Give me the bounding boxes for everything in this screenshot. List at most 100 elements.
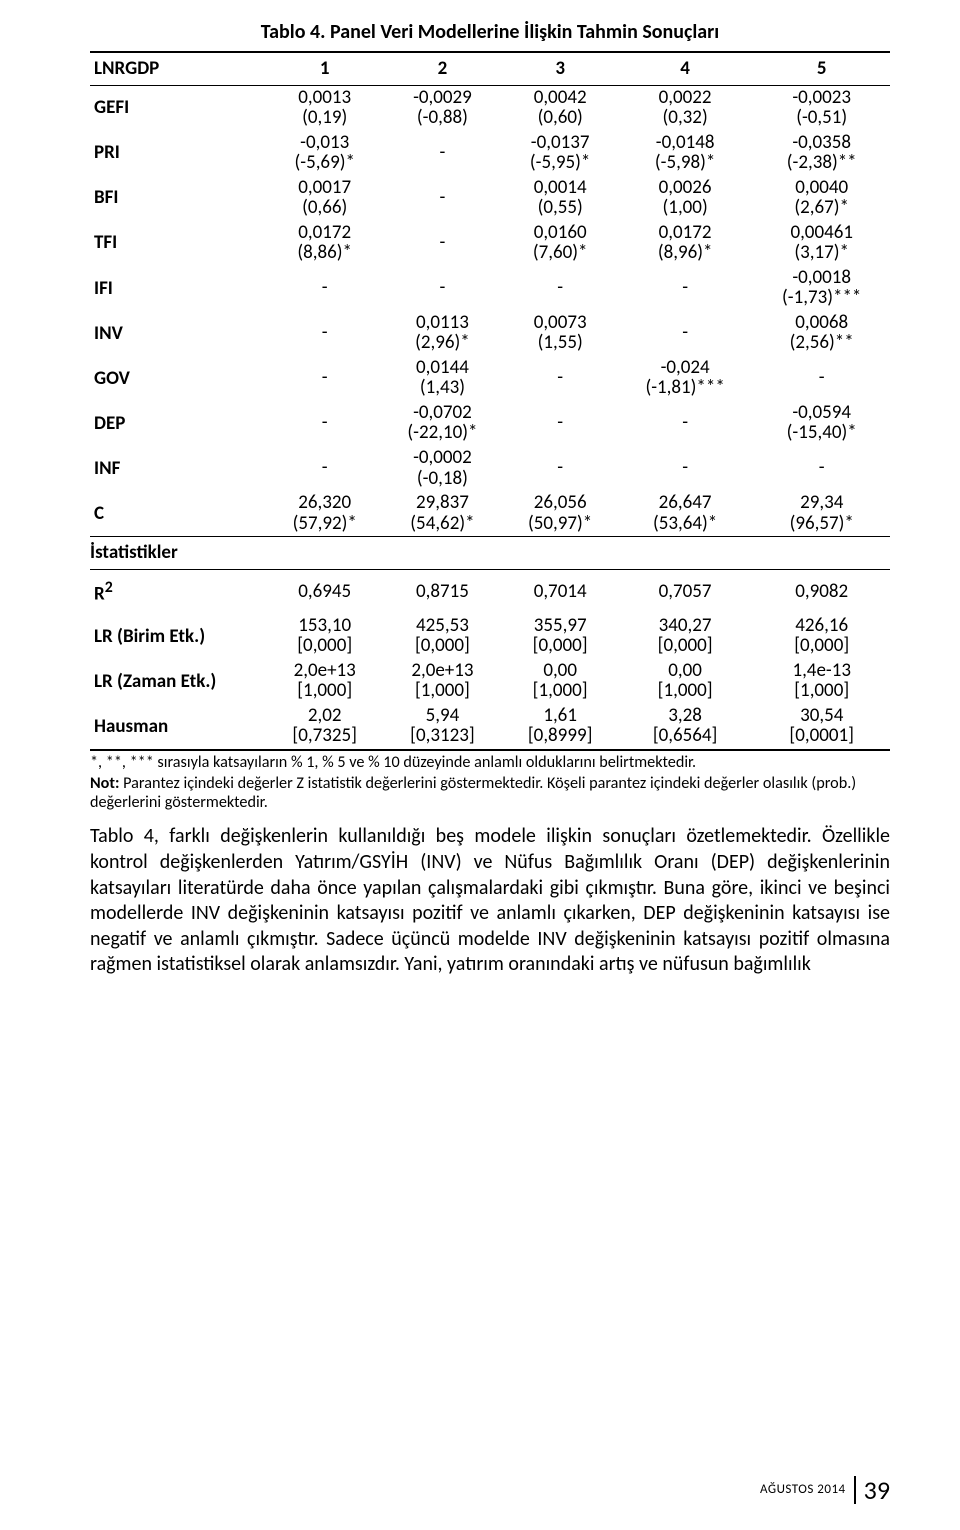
cell: 340,27[0,000] <box>617 614 754 659</box>
cell: -0,0358(-2,38)** <box>753 131 890 176</box>
row-label: PRI <box>90 131 268 176</box>
cell: -0,0023(-0,51) <box>753 85 890 131</box>
table-header-row: LNRGDP 1 2 3 4 5 <box>90 52 890 85</box>
cell: 0,0113(2,96)* <box>381 311 503 356</box>
row-label: INV <box>90 311 268 356</box>
cell: - <box>268 311 381 356</box>
cell: -0,013(-5,69)* <box>268 131 381 176</box>
table-row: DEP--0,0702(-22,10)*---0,0594(-15,40)* <box>90 401 890 446</box>
cell: 0,0073(1,55) <box>503 311 616 356</box>
cell: - <box>268 266 381 311</box>
table-row: IFI-----0,0018(-1,73)*** <box>90 266 890 311</box>
table-row: PRI-0,013(-5,69)*--0,0137(-5,95)*-0,0148… <box>90 131 890 176</box>
section-divider-label: İstatistikler <box>90 537 890 570</box>
cell: 0,0160(7,60)* <box>503 221 616 266</box>
footnote-note: Not: Parantez içindeki değerler Z istati… <box>90 774 890 812</box>
cell: -0,0594(-15,40)* <box>753 401 890 446</box>
table-row: Hausman2,02[0,7325]5,94[0,3123]1,61[0,89… <box>90 704 890 750</box>
cell: - <box>617 446 754 491</box>
cell: 355,97[0,000] <box>503 614 616 659</box>
page: Tablo 4. Panel Veri Modellerine İlişkin … <box>0 0 960 1530</box>
table-row: BFI0,0017(0,66)-0,0014(0,55)0,0026(1,00)… <box>90 176 890 221</box>
table-row: LR (Birim Etk.)153,10[0,000]425,53[0,000… <box>90 614 890 659</box>
cell: 29,837(54,62)* <box>381 491 503 537</box>
cell: 26,056(50,97)* <box>503 491 616 537</box>
cell: -0,0018(-1,73)*** <box>753 266 890 311</box>
footnote-sig: *, **, *** sırasıyla katsayıların % 1, %… <box>90 753 890 772</box>
cell: 0,7014 <box>503 569 616 614</box>
cell: 0,0068(2,56)** <box>753 311 890 356</box>
row-label: GEFI <box>90 85 268 131</box>
cell: 0,0172(8,96)* <box>617 221 754 266</box>
table-row: LR (Zaman Etk.)2,0e+13[1,000]2,0e+13[1,0… <box>90 659 890 704</box>
section-divider-row: İstatistikler <box>90 537 890 570</box>
col-head-1: 1 <box>268 52 381 85</box>
cell: 0,0022(0,32) <box>617 85 754 131</box>
cell: - <box>268 401 381 446</box>
body-paragraph: Tablo 4, farklı değişkenlerin kullanıldı… <box>90 824 890 978</box>
row-label: LR (Birim Etk.) <box>90 614 268 659</box>
results-table: LNRGDP 1 2 3 4 5 GEFI0,0013(0,19)-0,0029… <box>90 51 890 751</box>
cell: - <box>381 221 503 266</box>
cell: 0,9082 <box>753 569 890 614</box>
cell: 2,0e+13[1,000] <box>381 659 503 704</box>
table-row: GEFI0,0013(0,19)-0,0029(-0,88)0,0042(0,6… <box>90 85 890 131</box>
cell: - <box>617 311 754 356</box>
col-head-0: LNRGDP <box>90 52 268 85</box>
table-row: GOV-0,0144(1,43)--0,024(-1,81)***- <box>90 356 890 401</box>
cell: - <box>503 401 616 446</box>
col-head-2: 2 <box>381 52 503 85</box>
cell: 0,6945 <box>268 569 381 614</box>
cell: - <box>617 401 754 446</box>
row-label: GOV <box>90 356 268 401</box>
row-label: INF <box>90 446 268 491</box>
cell: 0,0042(0,60) <box>503 85 616 131</box>
cell: 2,0e+13[1,000] <box>268 659 381 704</box>
cell: 0,00[1,000] <box>617 659 754 704</box>
cell: 0,0172(8,86)* <box>268 221 381 266</box>
cell: -0,0002(-0,18) <box>381 446 503 491</box>
issue-label: AĞUSTOS 2014 <box>760 1482 846 1498</box>
cell: -0,0029(-0,88) <box>381 85 503 131</box>
cell: 0,0017(0,66) <box>268 176 381 221</box>
cell: 26,320(57,92)* <box>268 491 381 537</box>
table-row: C26,320(57,92)*29,837(54,62)*26,056(50,9… <box>90 491 890 537</box>
cell: 1,61[0,8999] <box>503 704 616 750</box>
row-label: R2 <box>90 569 268 614</box>
table-row: INF--0,0002(-0,18)--- <box>90 446 890 491</box>
table-row: INV-0,0113(2,96)*0,0073(1,55)-0,0068(2,5… <box>90 311 890 356</box>
col-head-3: 3 <box>503 52 616 85</box>
cell: 1,4e-13[1,000] <box>753 659 890 704</box>
cell: - <box>503 356 616 401</box>
col-head-4: 4 <box>617 52 754 85</box>
cell: -0,0702(-22,10)* <box>381 401 503 446</box>
cell: 0,00461(3,17)* <box>753 221 890 266</box>
row-label: BFI <box>90 176 268 221</box>
row-label: C <box>90 491 268 537</box>
cell: 0,00[1,000] <box>503 659 616 704</box>
r2-row: R20,69450,87150,70140,70570,9082 <box>90 569 890 614</box>
table-caption: Tablo 4. Panel Veri Modellerine İlişkin … <box>90 20 890 45</box>
row-label: IFI <box>90 266 268 311</box>
cell: - <box>268 446 381 491</box>
cell: - <box>753 356 890 401</box>
cell: -0,0137(-5,95)* <box>503 131 616 176</box>
row-label: LR (Zaman Etk.) <box>90 659 268 704</box>
cell: 0,0014(0,55) <box>503 176 616 221</box>
cell: 0,0026(1,00) <box>617 176 754 221</box>
cell: 426,16[0,000] <box>753 614 890 659</box>
cell: 0,8715 <box>381 569 503 614</box>
cell: 153,10[0,000] <box>268 614 381 659</box>
cell: - <box>381 131 503 176</box>
table-row: TFI0,0172(8,86)*-0,0160(7,60)*0,0172(8,9… <box>90 221 890 266</box>
cell: 26,647(53,64)* <box>617 491 754 537</box>
cell: 0,7057 <box>617 569 754 614</box>
page-footer: AĞUSTOS 2014 39 <box>760 1474 890 1507</box>
footer-divider <box>854 1476 856 1504</box>
row-label: TFI <box>90 221 268 266</box>
cell: 425,53[0,000] <box>381 614 503 659</box>
cell: - <box>381 266 503 311</box>
cell: 29,34(96,57)* <box>753 491 890 537</box>
cell: - <box>753 446 890 491</box>
cell: - <box>503 266 616 311</box>
